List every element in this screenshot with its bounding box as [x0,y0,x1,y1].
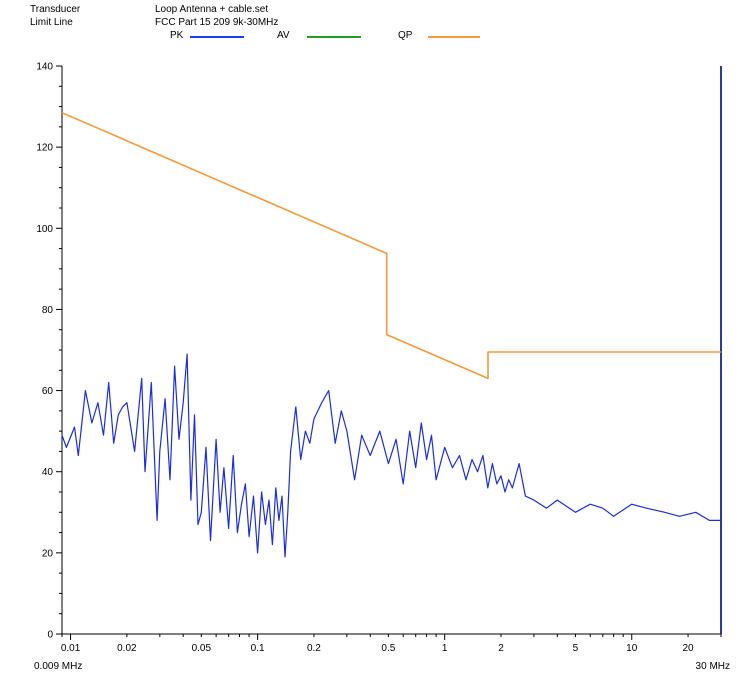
x-tick-label: 0.01 [61,643,81,654]
x-tick-label: 5 [573,643,579,654]
transducer-label: Transducer [30,4,81,15]
x-tick-label: 2 [498,643,504,654]
x-tick-label: 0.2 [307,643,321,654]
x-tick-label: 20 [682,643,694,654]
y-tick-label: 20 [42,548,54,559]
legend-av-label: AV [277,30,290,41]
x-end-label: 30 MHz [696,661,730,672]
transducer-value: Loop Antenna + cable.set [155,4,269,15]
y-tick-label: 120 [36,143,53,154]
y-tick-label: 100 [36,224,53,235]
y-tick-label: 140 [36,62,53,73]
legend-av-swatch [307,36,361,38]
x-start-label: 0.009 MHz [34,661,82,672]
x-tick-label: 0.1 [251,643,265,654]
series-pk-line [61,353,721,558]
x-tick-label: 0.05 [192,643,212,654]
y-tick-label: 40 [42,467,54,478]
y-tick-label: 60 [42,386,54,397]
limit-line-label: Limit Line [30,17,73,28]
legend-qp-swatch [428,36,480,38]
legend-pk-label: PK [170,30,184,41]
x-tick-label: 0.02 [117,643,137,654]
y-tick-label: 80 [42,305,54,316]
limit-line-value: FCC Part 15 209 9k-30MHz [155,17,279,28]
legend-qp-label: QP [398,30,413,41]
legend-pk-swatch [190,36,244,38]
x-tick-label: 10 [626,643,638,654]
x-tick-label: 0.5 [381,643,395,654]
series-qp-line [61,111,721,380]
x-tick-label: 1 [442,643,448,654]
y-tick-label: 0 [47,630,53,641]
